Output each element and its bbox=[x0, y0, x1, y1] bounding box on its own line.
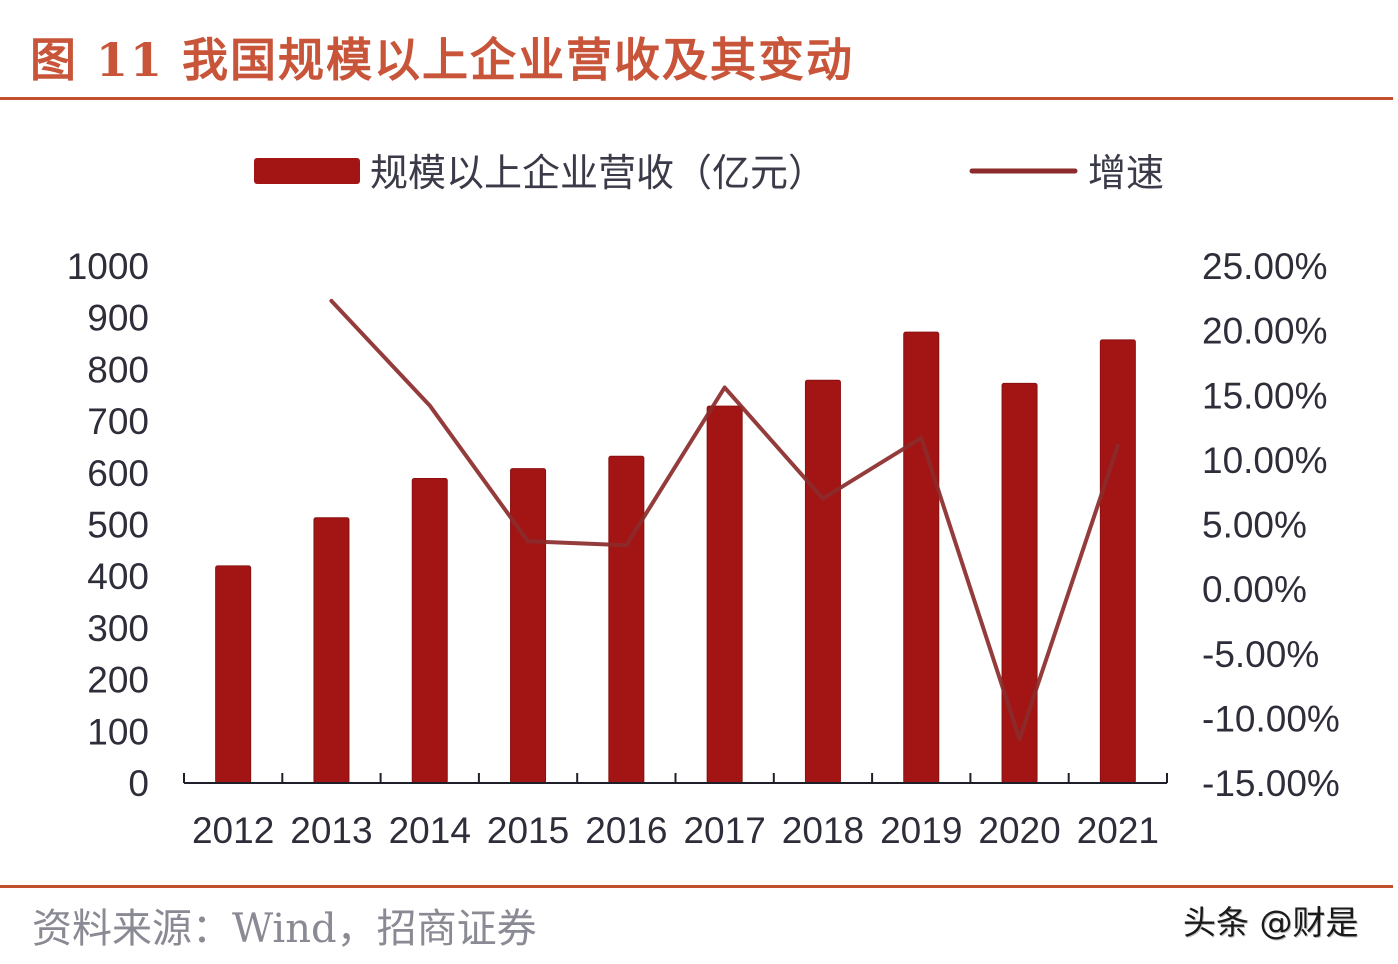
left-y-axis: 0 100 200 300 400 500 600 700 800 900 1000 bbox=[67, 246, 149, 804]
right-axis-tick-label: -10.00% bbox=[1202, 698, 1340, 739]
left-axis-tick-label: 500 bbox=[87, 505, 149, 546]
x-axis-tick-label: 2021 bbox=[1077, 810, 1159, 851]
left-axis-tick-label: 300 bbox=[87, 608, 149, 649]
right-y-axis: -15.00% -10.00% -5.00% 0.00% 5.00% 10.00% 15.0… bbox=[1202, 246, 1340, 804]
bar-series bbox=[215, 331, 1136, 784]
chart-title: 图 11 我国规模以上企业营收及其变动 bbox=[30, 33, 855, 87]
bar bbox=[706, 405, 743, 784]
left-axis-tick-label: 1000 bbox=[67, 246, 149, 287]
bar bbox=[804, 379, 841, 784]
left-axis-tick-label: 200 bbox=[87, 660, 149, 701]
source-note: 资料来源：Wind，招商证券 bbox=[32, 906, 537, 952]
left-axis-tick-label: 600 bbox=[87, 453, 149, 494]
footer-divider bbox=[0, 885, 1393, 888]
x-axis-tick-label: 2014 bbox=[389, 810, 471, 851]
legend-line-label: 增速 bbox=[1088, 151, 1164, 195]
right-axis-tick-label: 0.00% bbox=[1202, 569, 1307, 610]
right-axis-tick-label: 15.00% bbox=[1202, 375, 1328, 416]
x-axis-tick-label: 2019 bbox=[880, 810, 962, 851]
right-axis-tick-label: 20.00% bbox=[1202, 311, 1328, 352]
watermark: 头条 @财是 bbox=[1183, 903, 1359, 942]
left-axis-tick-label: 800 bbox=[87, 349, 149, 390]
legend-bar-swatch bbox=[254, 158, 360, 184]
left-axis-tick-label: 0 bbox=[128, 763, 149, 804]
bar bbox=[1099, 339, 1136, 784]
x-axis-tick-label: 2015 bbox=[487, 810, 569, 851]
left-axis-tick-label: 700 bbox=[87, 401, 149, 442]
bar bbox=[411, 477, 448, 784]
left-axis-tick-label: 900 bbox=[87, 298, 149, 339]
left-axis-tick-label: 400 bbox=[87, 556, 149, 597]
x-axis-labels: 2012 2013 2014 2015 2016 2017 2018 2019 2020 2021 bbox=[192, 810, 1159, 851]
title-divider bbox=[0, 97, 1393, 100]
growth-line bbox=[329, 298, 1120, 742]
x-axis-tick-label: 2018 bbox=[782, 810, 864, 851]
right-axis-tick-label: 25.00% bbox=[1202, 246, 1328, 287]
right-axis-tick-label: -15.00% bbox=[1202, 763, 1340, 804]
x-axis-tick-label: 2016 bbox=[585, 810, 667, 851]
x-axis-tick-label: 2012 bbox=[192, 810, 274, 851]
line-series bbox=[329, 298, 1120, 742]
right-axis-tick-label: 10.00% bbox=[1202, 440, 1328, 481]
right-axis-tick-label: 5.00% bbox=[1202, 505, 1307, 546]
bar bbox=[215, 565, 252, 784]
bar bbox=[510, 468, 547, 784]
bar bbox=[903, 331, 940, 784]
x-axis bbox=[183, 773, 1168, 784]
legend-bar-label: 规模以上企业营收（亿元） bbox=[370, 151, 826, 195]
bar bbox=[1001, 382, 1038, 784]
right-axis-tick-label: -5.00% bbox=[1202, 634, 1319, 675]
bar bbox=[608, 455, 645, 784]
x-axis-tick-label: 2020 bbox=[978, 810, 1060, 851]
bar bbox=[313, 517, 350, 784]
legend: 规模以上企业营收（亿元） 增速 bbox=[254, 151, 1164, 195]
left-axis-tick-label: 100 bbox=[87, 711, 149, 752]
x-axis-tick-label: 2017 bbox=[683, 810, 765, 851]
x-axis-tick-label: 2013 bbox=[290, 810, 372, 851]
